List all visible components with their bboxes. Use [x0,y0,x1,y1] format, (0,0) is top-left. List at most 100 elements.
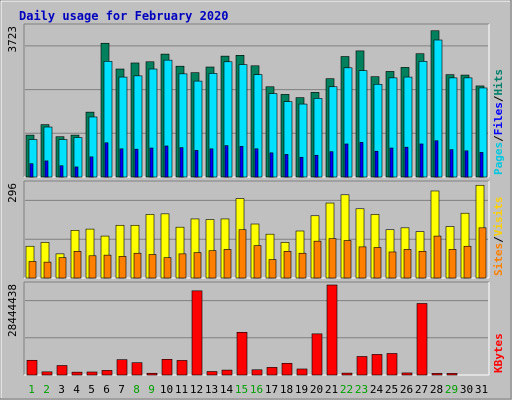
bar-kbytes-day-7 [116,359,128,376]
bar-sites-day-13 [208,250,217,279]
x-tick-label-5: 5 [88,383,95,396]
bar-kbytes-day-3 [56,365,68,376]
bar-files-day-26 [404,146,409,178]
bar-files-day-29 [449,149,454,178]
series-legend: KBytes [492,333,505,373]
panel-visits-sites: 296 Sites/Visits [6,180,505,279]
bar-kbytes-day-21 [326,284,338,376]
bar-sites-day-11 [178,253,187,279]
bar-kbytes-day-6 [101,370,113,376]
series-legend: Sites/Visits [492,197,505,277]
bar-sites-day-23 [358,246,367,279]
bar-kbytes-day-26 [401,372,413,376]
bar-sites-day-15 [238,229,247,279]
chart-title: Daily usage for February 2020 [19,9,229,23]
bar-sites-day-22 [343,240,352,279]
bar-kbytes-day-9 [146,372,158,376]
bar-files-day-6 [104,142,109,178]
bar-kbytes-day-23 [356,356,368,376]
bar-kbytes-day-13 [206,371,218,376]
bar-files-day-1 [29,163,34,178]
bar-sites-day-3 [58,257,67,279]
x-tick-label-21: 21 [325,383,338,396]
bar-files-day-16 [254,148,259,178]
panel-kbytes: 28444438 KBytes [6,281,505,376]
bar-kbytes-day-15 [236,331,248,376]
bar-files-day-21 [329,151,334,178]
x-tick-label-23: 23 [355,383,368,396]
bar-sites-day-16 [253,245,262,279]
x-tick-label-24: 24 [370,383,384,396]
bar-kbytes-day-4 [71,371,83,376]
bar-sites-day-5 [88,255,97,279]
bar-files-day-12 [194,150,199,178]
x-tick-label-6: 6 [103,383,110,396]
bar-kbytes-day-11 [176,360,188,376]
bar-files-day-22 [344,143,349,178]
legend-files: Files [492,102,505,135]
bar-files-day-15 [239,146,244,178]
bar-kbytes-day-17 [266,367,278,376]
x-tick-label-27: 27 [415,383,428,396]
bar-files-day-11 [179,147,184,178]
bar-kbytes-day-24 [371,354,383,376]
y-max-label: 296 [6,183,19,203]
bar-kbytes-day-28 [431,373,443,376]
bar-files-day-3 [59,165,64,178]
x-tick-label-30: 30 [460,383,473,396]
bar-sites-day-30 [463,245,472,279]
bar-sites-day-2 [43,261,52,279]
x-tick-label-1: 1 [28,383,35,396]
bar-kbytes-day-1 [26,359,38,376]
bar-files-day-9 [149,147,154,178]
bar-kbytes-day-18 [281,362,293,376]
legend-visits: Visits [492,197,505,237]
bar-sites-day-24 [373,247,382,279]
bar-kbytes-day-29 [446,373,458,376]
x-tick-label-12: 12 [190,383,203,396]
bar-kbytes-day-25 [386,353,398,376]
x-tick-label-31: 31 [475,383,488,396]
bar-sites-day-26 [403,249,412,279]
bar-sites-day-8 [133,252,142,279]
bar-sites-day-9 [148,254,157,279]
legend-separator: / [492,236,505,243]
x-tick-label-17: 17 [265,383,278,396]
x-tick-label-8: 8 [133,383,140,396]
bar-sites-day-10 [163,257,172,279]
x-tick-label-3: 3 [58,383,65,396]
x-tick-label-4: 4 [73,383,80,396]
bar-sites-day-20 [313,240,322,279]
bar-kbytes-day-20 [311,333,323,376]
bar-kbytes-day-14 [221,369,233,376]
bar-files-day-14 [224,145,229,178]
bar-sites-day-21 [328,238,337,279]
plot-area [24,282,489,375]
bar-files-day-27 [419,143,424,178]
x-tick-label-2: 2 [43,383,50,396]
bar-kbytes-day-12 [191,290,203,376]
x-tick-label-20: 20 [310,383,323,396]
bar-kbytes-day-16 [251,369,263,376]
y-max-label: 28444438 [6,284,19,337]
bar-kbytes-day-8 [131,362,143,376]
x-tick-label-15: 15 [235,383,248,396]
y-max-label: 3723 [6,26,19,53]
bar-files-day-30 [464,150,469,178]
bar-files-day-25 [389,147,394,178]
bar-sites-day-6 [103,254,112,279]
bar-kbytes-day-5 [86,371,98,376]
bar-files-day-13 [209,148,214,178]
x-tick-label-26: 26 [400,383,413,396]
bar-kbytes-day-10 [161,359,173,376]
bar-sites-day-4 [73,251,82,279]
legend-separator: / [492,135,505,142]
x-tick-label-16: 16 [250,383,263,396]
bar-files-day-23 [359,142,364,178]
x-tick-label-22: 22 [340,383,353,396]
bar-files-day-5 [89,156,94,178]
bar-kbytes-day-22 [341,372,353,376]
chart-panels: 3723Pages/Files/Hits296Sites/Visits28444… [6,23,505,376]
x-tick-label-10: 10 [160,383,173,396]
x-tick-label-18: 18 [280,383,293,396]
